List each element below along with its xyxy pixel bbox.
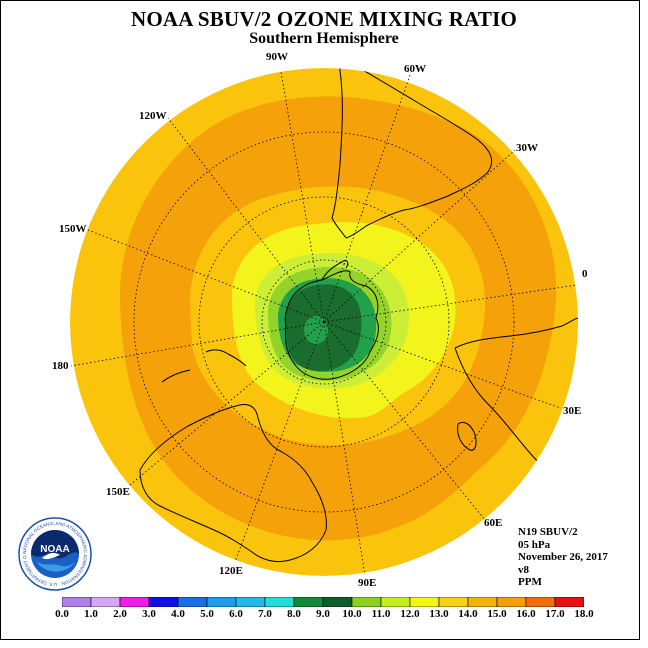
colorbar-swatch: [467, 597, 498, 607]
noaa-logo: NATIONAL OCEANIC AND ATMOSPHERIC ADMINIS…: [18, 517, 92, 591]
info-block: N19 SBUV/2 05 hPa November 26, 2017 v8 P…: [518, 526, 608, 589]
new-zealand: [161, 349, 247, 383]
info-level: 05 hPa: [518, 538, 551, 551]
info-units: PPM: [518, 576, 542, 588]
info-date: November 26, 2017: [518, 551, 608, 563]
graticule: [70, 71, 578, 576]
colorbar-swatch: [177, 597, 208, 607]
colorbar-tick-label: 8.0: [287, 608, 301, 620]
label-90e: 90E: [358, 577, 377, 589]
colorbar-swatch: [148, 597, 179, 607]
colorbar-tick-label: 10.0: [342, 608, 362, 620]
colorbar-swatch: [264, 597, 295, 607]
colorbar-tick-label: 14.0: [458, 608, 478, 620]
colorbar-swatch: [438, 597, 469, 607]
contour-center: [304, 316, 328, 344]
colorbar-tick-label: 3.0: [142, 608, 156, 620]
madagascar: [457, 421, 477, 451]
colorbar-tick-label: 9.0: [316, 608, 330, 620]
label-60e: 60E: [484, 517, 503, 529]
south-america: [331, 68, 493, 239]
label-150e: 150E: [106, 486, 130, 498]
colorbar-swatch: [380, 597, 411, 607]
colorbar-tick-label: 16.0: [516, 608, 536, 620]
colorbar-swatch: [235, 597, 266, 607]
antarctica-coast: [284, 270, 379, 380]
colorbar: [62, 597, 584, 607]
label-30e: 30E: [563, 405, 582, 417]
colorbar-tick-label: 2.0: [113, 608, 127, 620]
colorbar-swatch: [496, 597, 527, 607]
colorbar-swatch: [119, 597, 150, 607]
colorbar-swatch: [90, 597, 121, 607]
colorbar-swatch: [206, 597, 237, 607]
colorbar-tick-label: 18.0: [574, 608, 594, 620]
colorbar-swatch: [62, 597, 92, 607]
colorbar-tick-label: 4.0: [171, 608, 185, 620]
figure-frame: [0, 0, 640, 640]
label-60w: 60W: [404, 63, 426, 75]
colorbar-tick-label: 7.0: [258, 608, 272, 620]
australia: [139, 404, 327, 563]
colorbar-tick-label: 15.0: [487, 608, 507, 620]
map-title: NOAA SBUV/2 OZONE MIXING RATIO: [131, 7, 517, 31]
label-120e: 120E: [219, 565, 243, 577]
label-0: 0: [582, 268, 588, 280]
colorbar-swatch: [293, 597, 324, 607]
coastlines: [139, 68, 578, 563]
colorbar-swatch: [351, 597, 382, 607]
colorbar-tick-label: 13.0: [429, 608, 449, 620]
label-90w: 90W: [266, 51, 288, 63]
colorbar-tick-label: 6.0: [229, 608, 243, 620]
africa: [454, 317, 578, 473]
colorbar-swatch: [525, 597, 556, 607]
colorbar-tick-label: 17.0: [545, 608, 565, 620]
label-120w: 120W: [139, 110, 167, 122]
colorbar-tick-label: 1.0: [84, 608, 98, 620]
info-version: v8: [518, 563, 529, 576]
map-subtitle: Southern Hemisphere: [249, 30, 399, 47]
logo-text: NOAA: [40, 544, 69, 555]
colorbar-tick-label: 11.0: [371, 608, 391, 620]
label-30w: 30W: [516, 142, 538, 154]
colorbar-tick-label: 12.0: [400, 608, 420, 620]
colorbar-swatch: [554, 597, 584, 607]
info-satellite: N19 SBUV/2: [518, 526, 578, 538]
label-180: 180: [52, 360, 69, 372]
label-150w: 150W: [59, 223, 87, 235]
antarctic-peninsula: [321, 259, 349, 281]
colorbar-tick-label: 0.0: [55, 608, 69, 620]
colorbar-swatch: [409, 597, 440, 607]
colorbar-tick-label: 5.0: [200, 608, 214, 620]
colorbar-swatch: [322, 597, 353, 607]
